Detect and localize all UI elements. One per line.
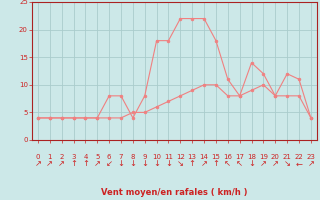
Text: ↓: ↓ [248,159,255,168]
Text: ↑: ↑ [82,159,89,168]
Text: ↗: ↗ [201,159,208,168]
Text: ↓: ↓ [141,159,148,168]
Text: ↗: ↗ [308,159,314,168]
Text: ↗: ↗ [35,159,41,168]
Text: ↘: ↘ [177,159,184,168]
Text: ↙: ↙ [106,159,113,168]
Text: ↗: ↗ [58,159,65,168]
Text: ↖: ↖ [224,159,231,168]
X-axis label: Vent moyen/en rafales ( km/h ): Vent moyen/en rafales ( km/h ) [101,188,248,197]
Text: ↓: ↓ [165,159,172,168]
Text: ↑: ↑ [189,159,196,168]
Text: ↗: ↗ [260,159,267,168]
Text: ↘: ↘ [284,159,291,168]
Text: ↓: ↓ [153,159,160,168]
Text: ↖: ↖ [236,159,243,168]
Text: ↑: ↑ [70,159,77,168]
Text: ↗: ↗ [46,159,53,168]
Text: ↓: ↓ [117,159,124,168]
Text: ↑: ↑ [212,159,220,168]
Text: ↗: ↗ [272,159,279,168]
Text: ↗: ↗ [94,159,101,168]
Text: ↓: ↓ [129,159,136,168]
Text: ←: ← [295,159,302,168]
